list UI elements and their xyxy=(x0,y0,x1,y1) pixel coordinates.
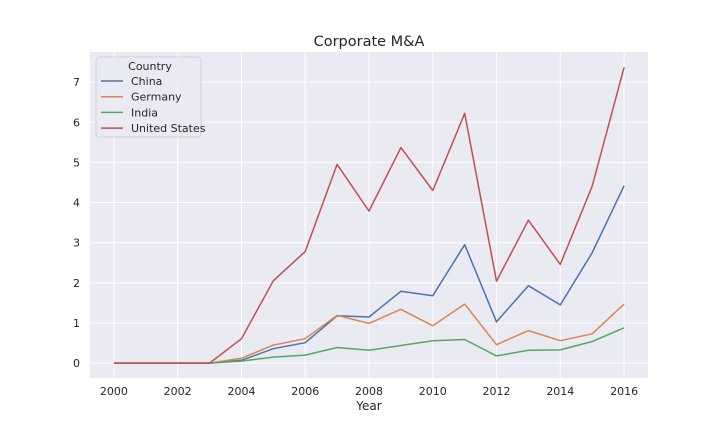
x-tick-labels: 2000 2002 2004 2006 2008 2010 2012 2014 2016 xyxy=(100,385,638,398)
x-tick-label: 2016 xyxy=(610,385,638,398)
y-tick-label: 5 xyxy=(73,156,80,169)
y-tick-labels: 0 1 2 3 4 5 6 7 xyxy=(73,76,80,370)
legend-label: China xyxy=(131,75,162,88)
x-tick-label: 2006 xyxy=(291,385,319,398)
x-axis-label: Year xyxy=(355,399,381,413)
legend-title: Country xyxy=(128,60,172,73)
legend-label: Germany xyxy=(131,91,182,104)
x-tick-label: 2008 xyxy=(355,385,383,398)
chart-title: Corporate M&A xyxy=(314,34,425,50)
legend: Country China Germany India United States xyxy=(95,56,206,138)
y-tick-label: 3 xyxy=(73,237,80,250)
series-lines xyxy=(113,67,625,364)
x-tick-label: 2002 xyxy=(164,385,192,398)
legend-label: India xyxy=(131,106,158,119)
y-tick-label: 0 xyxy=(73,357,80,370)
legend-box xyxy=(95,56,202,138)
y-tick-label: 6 xyxy=(73,116,80,129)
y-tick-label: 1 xyxy=(73,317,80,330)
y-tick-label: 7 xyxy=(73,76,80,89)
y-tick-label: 4 xyxy=(73,197,80,210)
x-tick-label: 2014 xyxy=(546,385,574,398)
y-tick-label: 2 xyxy=(73,277,80,290)
legend-label: United States xyxy=(131,122,206,135)
x-tick-label: 2010 xyxy=(419,385,447,398)
x-tick-label: 2000 xyxy=(100,385,128,398)
x-tick-label: 2012 xyxy=(483,385,511,398)
x-tick-label: 2004 xyxy=(227,385,255,398)
series-line-united-states xyxy=(113,67,625,364)
